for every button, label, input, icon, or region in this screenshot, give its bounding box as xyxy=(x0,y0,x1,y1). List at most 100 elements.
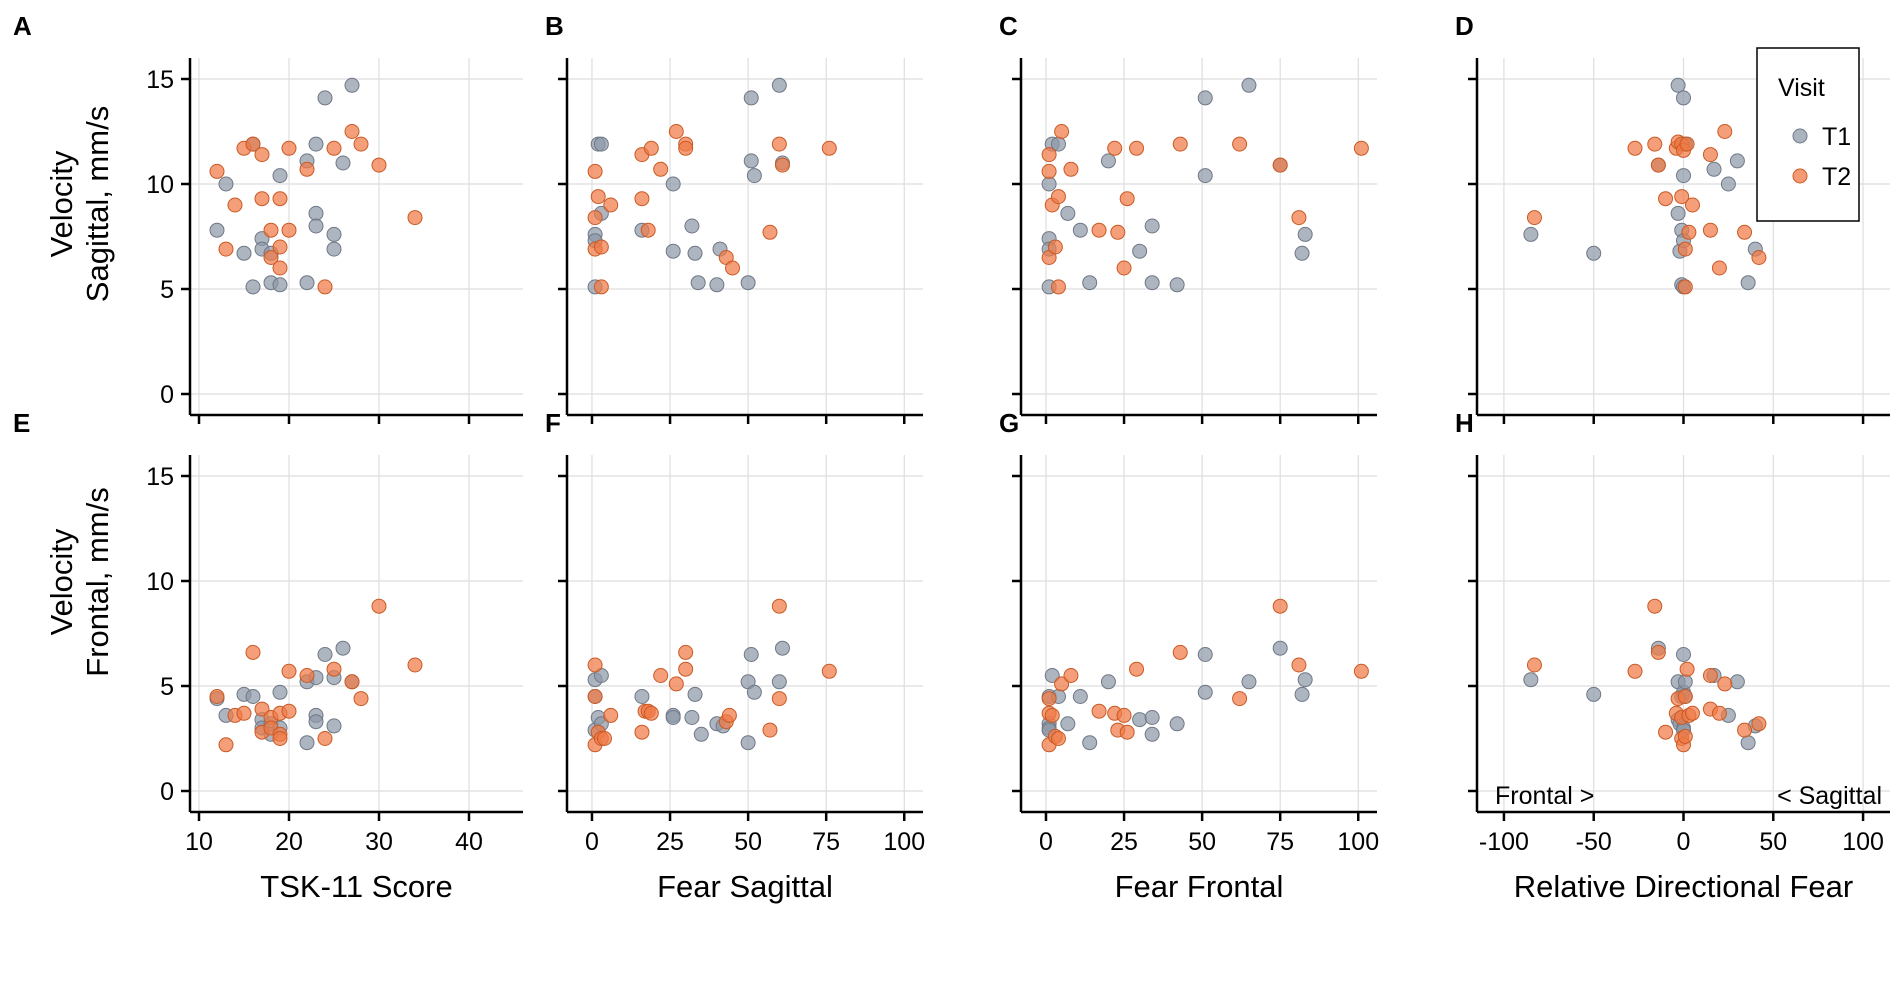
data-point-t1 xyxy=(299,735,315,751)
x-axis-title-e: TSK-11 Score xyxy=(260,869,452,904)
series-t1 xyxy=(1523,640,1763,751)
series-t2 xyxy=(1526,124,1767,295)
series-t1 xyxy=(209,77,360,295)
data-point-t1 xyxy=(326,241,342,257)
data-point-t2 xyxy=(653,668,669,683)
x-axis-title-h: Relative Directional Fear xyxy=(1514,869,1853,904)
data-point-t2 xyxy=(634,191,650,207)
data-point-t2 xyxy=(587,163,603,179)
data-point-t2 xyxy=(326,661,342,677)
data-point-t1 xyxy=(1144,275,1160,291)
data-point-t2 xyxy=(1272,598,1288,614)
data-point-t2 xyxy=(281,703,297,719)
data-point-t2 xyxy=(1291,657,1307,673)
data-point-t2 xyxy=(1116,260,1132,276)
data-point-t2 xyxy=(587,689,603,704)
data-point-t2 xyxy=(407,210,423,226)
data-point-t1 xyxy=(1523,672,1539,688)
panel-letter-f: F xyxy=(545,408,561,438)
data-point-t2 xyxy=(1737,722,1753,738)
data-point-t2 xyxy=(1627,663,1643,679)
panel-letter-d: D xyxy=(1455,11,1474,41)
panel-letter-h: H xyxy=(1455,408,1474,438)
x-axis-title-f: Fear Sagittal xyxy=(657,869,833,904)
data-point-t2 xyxy=(1129,661,1145,677)
data-point-t1 xyxy=(1272,640,1288,656)
data-point-t1 xyxy=(1100,153,1116,169)
data-point-t1 xyxy=(1729,153,1745,169)
data-point-t2 xyxy=(1677,241,1693,257)
data-point-t2 xyxy=(1041,691,1057,707)
legend-title: Visit xyxy=(1778,74,1825,102)
data-point-t1 xyxy=(1060,205,1076,221)
data-point-t1 xyxy=(1740,735,1756,751)
data-point-t2 xyxy=(1272,157,1288,173)
data-point-t1 xyxy=(687,245,703,261)
data-point-t2 xyxy=(1679,661,1695,677)
data-point-t2 xyxy=(272,191,288,207)
x-tick-label: -50 xyxy=(1576,828,1612,856)
panel-letter-a: A xyxy=(13,11,32,41)
panel-a: 0 5 10 15 A xyxy=(13,11,523,424)
data-point-t2 xyxy=(1751,716,1767,732)
data-point-t2 xyxy=(587,657,603,673)
data-point-t2 xyxy=(1172,644,1188,660)
data-point-t2 xyxy=(1054,676,1070,692)
data-point-t2 xyxy=(1526,657,1542,673)
data-point-t1 xyxy=(1729,674,1745,690)
data-point-t1 xyxy=(1082,735,1098,751)
data-point-t2 xyxy=(771,691,787,707)
series-t2 xyxy=(587,598,837,753)
data-point-t2 xyxy=(1110,224,1126,240)
panel-letter-c: C xyxy=(999,11,1018,41)
data-point-t1 xyxy=(1294,686,1310,702)
annotation-frontal: Frontal > xyxy=(1495,782,1594,810)
series-t2 xyxy=(1041,124,1369,295)
data-point-t2 xyxy=(299,668,315,683)
x-tick-label: 0 xyxy=(1677,828,1691,856)
x-tick-label: 50 xyxy=(1759,828,1787,856)
y-tick-label: 15 xyxy=(146,66,174,94)
data-point-t1 xyxy=(245,279,261,295)
data-point-t2 xyxy=(603,707,619,723)
data-point-t2 xyxy=(603,197,619,213)
x-tick-label: 0 xyxy=(1039,828,1053,856)
data-point-t2 xyxy=(762,722,778,738)
data-point-t1 xyxy=(740,735,756,751)
data-point-t1 xyxy=(326,226,342,242)
data-point-t2 xyxy=(668,676,684,692)
data-point-t1 xyxy=(1197,168,1213,184)
data-point-t2 xyxy=(1050,279,1066,295)
x-tick-label: 25 xyxy=(656,828,684,856)
data-point-t1 xyxy=(335,155,351,171)
data-point-t1 xyxy=(690,275,706,291)
data-point-t2 xyxy=(1047,239,1063,255)
data-point-t2 xyxy=(593,239,609,255)
legend-label-t2: T2 xyxy=(1822,163,1851,191)
data-point-t2 xyxy=(1711,260,1727,276)
x-tick-label: 10 xyxy=(185,828,213,856)
data-point-t2 xyxy=(1044,707,1060,723)
data-point-t1 xyxy=(308,218,324,234)
data-point-t1 xyxy=(1044,668,1060,683)
data-point-t2 xyxy=(1050,189,1066,205)
data-point-t1 xyxy=(1041,176,1057,192)
data-point-t1 xyxy=(1740,275,1756,291)
data-point-t2 xyxy=(1627,140,1643,156)
series-t2 xyxy=(209,598,423,753)
data-point-t2 xyxy=(1116,707,1132,723)
data-point-t2 xyxy=(1063,668,1079,683)
data-point-t1 xyxy=(317,90,333,106)
data-point-t1 xyxy=(1241,77,1257,93)
panel-d: D xyxy=(1455,11,1890,424)
annotation-sagittal: < Sagittal xyxy=(1777,782,1882,810)
panel-b: B xyxy=(545,11,923,424)
data-point-t2 xyxy=(281,663,297,679)
data-point-t1 xyxy=(308,714,324,730)
x-tick-label: 50 xyxy=(1188,828,1216,856)
data-point-t2 xyxy=(344,674,360,690)
legend-label-t1: T1 xyxy=(1822,123,1851,151)
panel-f: 0 25 50 75 100 F Fear Sagittal xyxy=(545,408,925,904)
data-point-t2 xyxy=(1647,598,1663,614)
data-point-t1 xyxy=(1060,716,1076,732)
